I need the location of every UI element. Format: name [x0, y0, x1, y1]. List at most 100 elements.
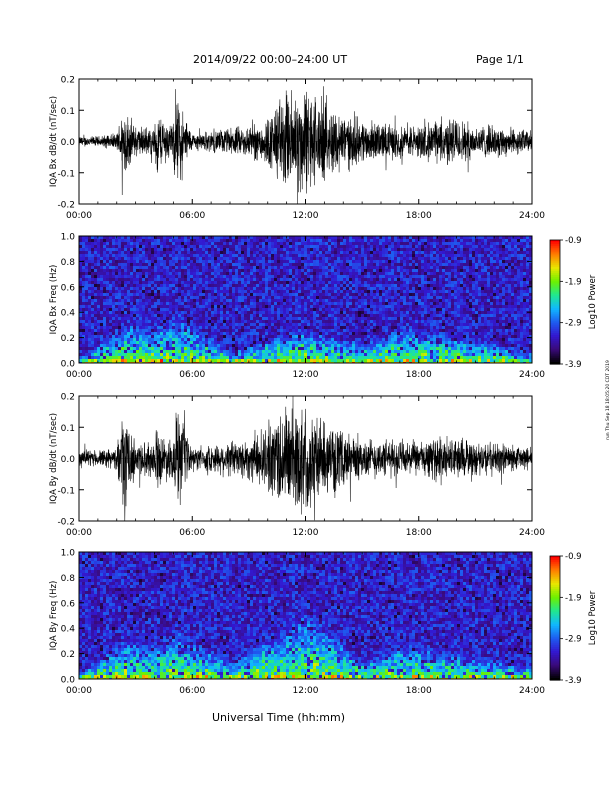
colorbar-step [550, 275, 560, 278]
y-tick-label: 0.6 [61, 283, 76, 293]
y-tick-label: 0.1 [61, 107, 75, 117]
x-tick-label: 00:00 [66, 528, 92, 538]
y-tick-label: 0.2 [61, 393, 75, 403]
colorbar-step [550, 277, 560, 280]
colorbar-step [550, 351, 560, 355]
colorbar-step [550, 618, 560, 621]
colorbar-step [550, 246, 560, 249]
colorbar-step [550, 611, 560, 615]
colorbar-step [550, 640, 560, 644]
colorbar-step [550, 626, 560, 629]
colorbar-step [550, 343, 560, 346]
colorbar-step [550, 295, 560, 299]
colorbar-tick-label: -2.9 [565, 319, 582, 329]
colorbar-step [550, 572, 560, 576]
y-tick-label: 0.2 [61, 76, 75, 86]
colorbar-step [550, 566, 560, 569]
colorbar-step [550, 584, 560, 588]
colorbar-step [550, 663, 560, 667]
colorbar-frame [549, 555, 561, 681]
x-axis-label: Universal Time (hh:mm) [212, 711, 345, 724]
colorbar-step [550, 268, 560, 272]
colorbar-step [550, 244, 560, 247]
colorbar-step [550, 266, 560, 270]
colorbar-frame [549, 239, 561, 365]
colorbar-step [550, 335, 560, 338]
colorbar-step [550, 599, 560, 603]
colorbar-tick-label: -1.9 [565, 593, 582, 603]
colorbar-step [550, 304, 560, 307]
colorbar-step [550, 281, 560, 284]
spectrogram-cells [79, 552, 532, 679]
colorbar-step [550, 613, 560, 617]
colorbar-step [550, 661, 560, 665]
colorbar-step [550, 601, 560, 605]
y-tick-label: 0.1 [61, 424, 75, 434]
colorbar-step [550, 582, 560, 586]
colorbar-step [550, 671, 560, 675]
colorbar-step [550, 642, 560, 646]
colorbar-step [550, 570, 560, 574]
y-tick-label: -0.1 [57, 169, 75, 179]
colorbar-step [550, 574, 560, 578]
colorbar-step [550, 558, 560, 561]
colorbar-step [550, 258, 560, 262]
colorbar-step [550, 638, 560, 642]
waveform-trace [78, 86, 533, 204]
colorbar-4: -0.9 -1.9 -2.9 -3.9 Log10 Power [549, 552, 598, 686]
x-tick-label: 18:00 [406, 370, 432, 380]
x-tick-label: 00:00 [66, 686, 92, 696]
colorbar-step [550, 252, 560, 256]
waveform-trace [78, 395, 533, 522]
colorbar-step [550, 345, 560, 349]
colorbar-label: Log10 Power [588, 274, 598, 329]
colorbar-step [550, 355, 560, 359]
colorbar-step [550, 576, 560, 580]
colorbar-step [550, 560, 560, 563]
colorbar-label: Log10 Power [588, 590, 598, 645]
colorbar-step [550, 308, 560, 311]
colorbar-tick-label: -3.9 [565, 360, 582, 370]
colorbar-step [550, 357, 560, 361]
colorbar-step [550, 595, 560, 598]
y-tick-label: 0.0 [61, 455, 76, 465]
y-tick-label: 0.6 [61, 599, 76, 609]
colorbar-step [550, 320, 560, 324]
colorbar-step [550, 279, 560, 282]
y-axis-label: IQA By Freq (Hz) [49, 581, 59, 651]
page-title: 2014/09/22 00:00–24:00 UT [193, 53, 348, 66]
colorbar-step [550, 328, 560, 332]
y-axis-label: IQA Bx dB/dt (nT/sec) [49, 96, 59, 187]
colorbar-step [550, 339, 560, 342]
colorbar-step [550, 254, 560, 258]
colorbar-step [550, 578, 560, 582]
y-tick-label: -0.2 [57, 201, 75, 211]
x-tick-label: 06:00 [179, 211, 205, 221]
colorbar-step [550, 653, 560, 656]
y-axis-label: IQA Bx Freq (Hz) [49, 265, 59, 335]
colorbar-step [550, 591, 560, 594]
colorbar-step [550, 593, 560, 596]
y-tick-label: -0.1 [57, 486, 75, 496]
x-tick-label: 12:00 [293, 686, 319, 696]
x-tick-label: 18:00 [406, 686, 432, 696]
y-axis-label: IQA By dB/dt (nT/sec) [49, 413, 59, 504]
colorbar-step [550, 349, 560, 353]
colorbar-step [550, 644, 560, 648]
colorbar-step [550, 655, 560, 658]
colorbar-step [550, 636, 560, 640]
colorbar-step [550, 248, 560, 251]
colorbar-step [550, 287, 560, 291]
x-tick-label: 24:00 [519, 211, 545, 221]
colorbar-step [550, 359, 560, 363]
colorbar-step [550, 649, 560, 652]
colorbar-step [550, 318, 560, 322]
colorbar-step [550, 659, 560, 662]
colorbar-step [550, 568, 560, 572]
panel-2: 1.0 0.8 0.6 0.4 0.2 0.000:00 06:00 12:00 18:00 24… [49, 233, 545, 381]
colorbar-tick-label: -0.9 [565, 552, 582, 562]
colorbar-tick-label: -3.9 [565, 676, 582, 686]
x-tick-label: 12:00 [293, 370, 319, 380]
colorbar-step [550, 333, 560, 336]
y-tick-label: 0.8 [61, 258, 76, 268]
